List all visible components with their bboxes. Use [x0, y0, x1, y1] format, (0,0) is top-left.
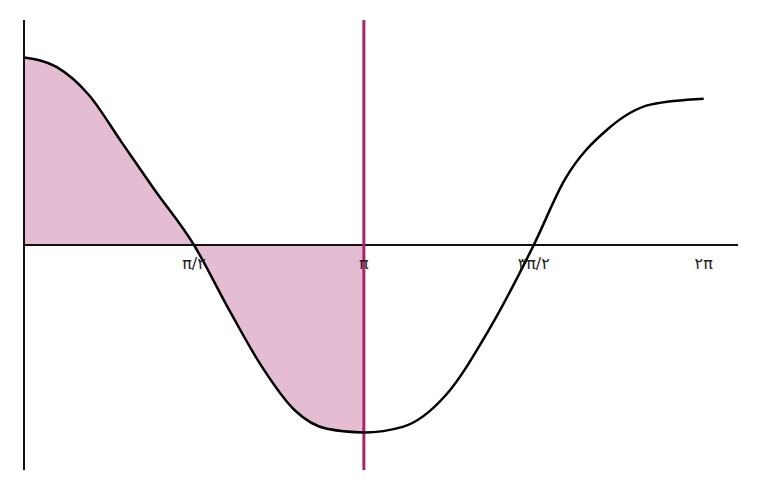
svg-text:۲π: ۲π: [695, 254, 714, 273]
svg-text:π: π: [359, 254, 369, 273]
svg-text:π/۲: π/۲: [182, 254, 206, 273]
svg-text:۳π/۲: ۳π/۲: [518, 254, 550, 273]
